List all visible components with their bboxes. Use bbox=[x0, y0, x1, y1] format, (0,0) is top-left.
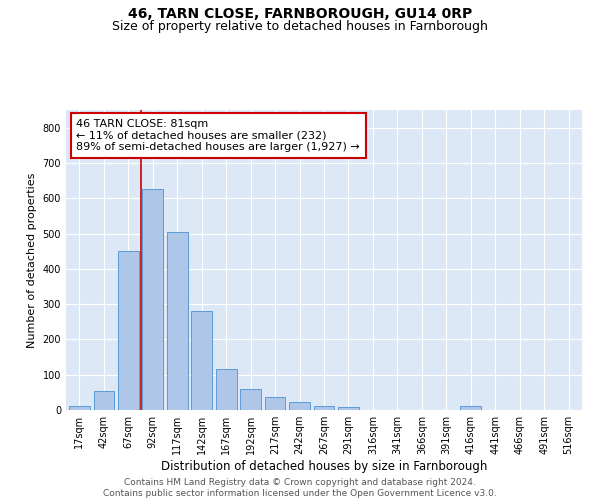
Bar bbox=[118, 251, 139, 410]
Bar bbox=[69, 406, 90, 410]
Bar bbox=[289, 402, 310, 410]
Text: Contains HM Land Registry data © Crown copyright and database right 2024.
Contai: Contains HM Land Registry data © Crown c… bbox=[103, 478, 497, 498]
Bar bbox=[314, 406, 334, 410]
Bar bbox=[265, 397, 286, 410]
Bar bbox=[460, 406, 481, 410]
Text: 46, TARN CLOSE, FARNBOROUGH, GU14 0RP: 46, TARN CLOSE, FARNBOROUGH, GU14 0RP bbox=[128, 8, 472, 22]
Text: 46 TARN CLOSE: 81sqm
← 11% of detached houses are smaller (232)
89% of semi-deta: 46 TARN CLOSE: 81sqm ← 11% of detached h… bbox=[76, 119, 360, 152]
Y-axis label: Number of detached properties: Number of detached properties bbox=[27, 172, 37, 348]
Bar bbox=[142, 190, 163, 410]
Bar bbox=[338, 407, 359, 410]
Bar bbox=[191, 311, 212, 410]
X-axis label: Distribution of detached houses by size in Farnborough: Distribution of detached houses by size … bbox=[161, 460, 487, 473]
Text: Size of property relative to detached houses in Farnborough: Size of property relative to detached ho… bbox=[112, 20, 488, 33]
Bar bbox=[94, 390, 114, 410]
Bar bbox=[216, 370, 236, 410]
Bar bbox=[240, 389, 261, 410]
Bar bbox=[167, 232, 188, 410]
